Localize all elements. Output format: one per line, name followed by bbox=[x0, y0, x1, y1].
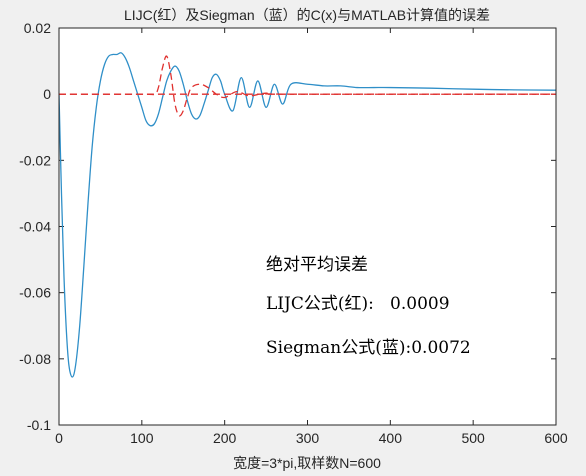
axes-box bbox=[58, 27, 557, 426]
series-layer bbox=[59, 52, 556, 378]
error-annotation: 绝对平均误差 LIJC公式(红): 0.0009 Siegman公式(蓝):0.… bbox=[266, 255, 471, 358]
y-tick-label: -0.02 bbox=[19, 152, 51, 168]
y-tick-label: -0.06 bbox=[19, 285, 51, 301]
x-axis-label: 宽度=3*pi,取样数N=600 bbox=[233, 455, 381, 471]
x-tick-label: 600 bbox=[544, 430, 568, 446]
plot-area bbox=[59, 28, 556, 425]
y-tick-label: -0.08 bbox=[19, 351, 51, 367]
x-tick-label: 0 bbox=[55, 430, 63, 446]
chart-title: LIJC(红）及Siegman（蓝）的C(x)与MATLAB计算值的误差 bbox=[124, 7, 490, 23]
y-tick-label: 0.02 bbox=[24, 20, 51, 36]
annotation-siegman: Siegman公式(蓝):0.0072 bbox=[266, 338, 471, 358]
y-tick-label: -0.04 bbox=[19, 219, 51, 235]
y-tick-label: 0 bbox=[43, 86, 51, 102]
series-line-siegman bbox=[59, 52, 556, 378]
x-tick-label: 100 bbox=[130, 430, 154, 446]
x-axis-ticks: 0 100 200 300 400 500 600 bbox=[55, 28, 568, 446]
annotation-heading: 绝对平均误差 bbox=[266, 255, 368, 275]
x-tick-label: 300 bbox=[296, 430, 320, 446]
annotation-lijc: LIJC公式(红): 0.0009 bbox=[266, 294, 450, 314]
x-tick-label: 400 bbox=[379, 430, 403, 446]
y-tick-label: -0.1 bbox=[27, 417, 51, 433]
x-tick-label: 500 bbox=[461, 430, 485, 446]
x-tick-label: 200 bbox=[213, 430, 237, 446]
y-axis-ticks: -0.1 -0.08 -0.06 -0.04 -0.02 0 0.02 bbox=[19, 20, 556, 433]
